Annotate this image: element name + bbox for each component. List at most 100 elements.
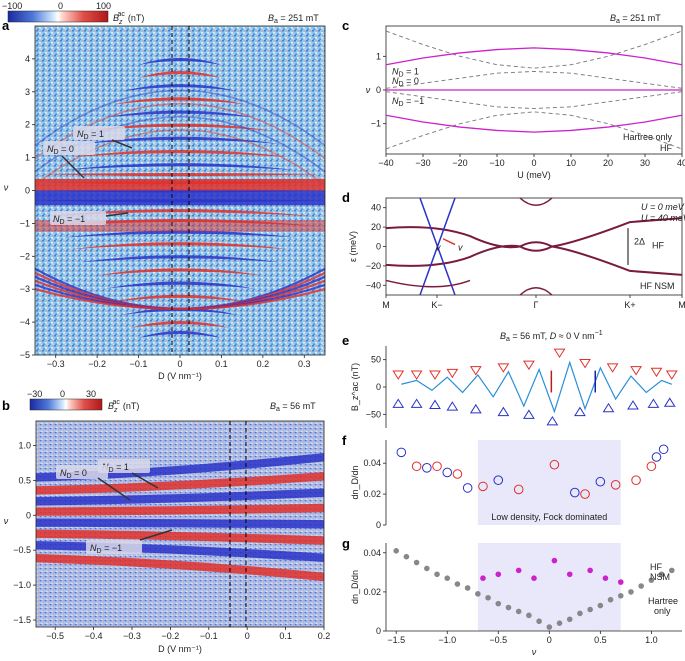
- x-axis-label-a: D (V nm⁻¹): [158, 371, 202, 381]
- point-g-grey: [628, 589, 634, 595]
- point-g-grey: [587, 606, 593, 613]
- y-tick-label-b: 0: [26, 510, 31, 520]
- point-g-grey: [638, 583, 644, 589]
- y-tick-label-d: −40: [366, 280, 381, 290]
- vf-arrow-d: [442, 238, 456, 246]
- y-tick-label-a: −5: [20, 350, 30, 360]
- y-tick-label-a: 3: [25, 87, 30, 97]
- point-g-grey: [577, 610, 583, 617]
- x-tick-label-c: −30: [415, 158, 430, 168]
- y-tick-label-d: 20: [371, 222, 381, 232]
- fan-arc-a-5: [35, 287, 325, 311]
- point-f-red: [631, 475, 641, 485]
- x-tick-label-a: −0.3: [47, 359, 65, 369]
- heatmap-b-frame: [35, 420, 325, 628]
- peak-marker-e: [410, 370, 423, 380]
- point-f-red: [580, 489, 590, 499]
- x-tick-label-d: M: [678, 300, 685, 310]
- colorbar-a: [7, 10, 109, 23]
- gap-label-d: 2Δ: [634, 237, 645, 247]
- y-tick-label-a: 2: [25, 120, 30, 130]
- point-f-red: [452, 469, 463, 479]
- point-g-grey: [597, 602, 604, 609]
- peak-marker-e: [606, 363, 619, 373]
- point-g-magenta: [617, 579, 624, 585]
- annotation-b-nd-minus1: ND = −1: [86, 529, 173, 555]
- point-f-blue: [462, 483, 473, 493]
- dip-marker-e: [647, 398, 660, 408]
- point-f-blue: [422, 463, 432, 473]
- panel-label-c: c: [342, 18, 349, 33]
- y-tick-label-b: −0.5: [13, 545, 31, 555]
- heatmap-b: [36, 421, 324, 627]
- band-a-17: [80, 255, 280, 263]
- x-tick-label-a: −0.2: [88, 359, 106, 369]
- hartree-line-c-cross_up: [385, 71, 683, 89]
- point-f-red: [513, 484, 524, 495]
- band-b-1: [36, 472, 324, 495]
- hartree-line-c-lower: [385, 111, 683, 150]
- band-deep-d: [385, 279, 471, 288]
- y-tick-label-d: 40: [371, 203, 381, 213]
- peak-marker-e: [446, 368, 459, 379]
- band-lower-d: [385, 244, 683, 276]
- panel-label-d: d: [342, 190, 350, 205]
- colorbar-a-mid: 0: [58, 1, 63, 11]
- dip-marker-e: [574, 406, 586, 417]
- x-tick-label-b: −0.3: [123, 631, 141, 641]
- band-a-20: [113, 294, 247, 302]
- x-tick-label-g: −0.5: [489, 635, 507, 645]
- field-label-a: Ba = 251 mT: [268, 13, 319, 25]
- point-g-magenta: [566, 571, 573, 578]
- svg-text:ND = 0: ND = 0: [47, 144, 74, 156]
- y-tick-label-a: 0: [25, 186, 30, 196]
- colorbar-b-min: −30: [27, 389, 42, 399]
- hf-line-c-upper: [385, 47, 683, 66]
- point-f-blue: [595, 476, 606, 487]
- shade-label-f: Low density, Fock dominated: [491, 512, 607, 522]
- point-g-magenta: [587, 567, 593, 574]
- y-axis-label-b: ν: [4, 516, 9, 526]
- band-a-18: [97, 268, 263, 276]
- band-b-3: [36, 503, 324, 516]
- heatmap-a: [35, 26, 325, 355]
- point-g-grey: [393, 548, 400, 554]
- peak-marker-e: [522, 360, 535, 371]
- peak-marker-e: [429, 370, 441, 380]
- point-g-grey: [648, 577, 655, 583]
- x-tick-label-b: −0.2: [162, 631, 180, 641]
- point-g-grey: [475, 591, 481, 597]
- point-f-blue: [396, 447, 407, 458]
- panel-label-f: f: [342, 433, 347, 448]
- x-tick-label-g: 0.5: [594, 635, 607, 645]
- field-label-b: Ba = 56 mT: [270, 401, 316, 413]
- point-g-magenta: [531, 575, 537, 581]
- band-bot-gamma-d: [519, 286, 553, 296]
- x-tick-label-a: 0.3: [298, 359, 311, 369]
- peak-marker-e: [630, 366, 642, 376]
- x-tick-label-a: 0.1: [215, 359, 228, 369]
- colorbar-a-max: 100: [96, 1, 111, 11]
- dip-marker-e: [546, 415, 559, 426]
- y-tick-label-a: −3: [20, 284, 30, 294]
- point-g-grey: [556, 620, 563, 626]
- shade-region-g: [477, 543, 621, 631]
- point-g-grey: [424, 565, 430, 572]
- peak-marker-e: [497, 363, 510, 373]
- legend-hf-c: HF: [660, 143, 672, 153]
- point-g-magenta: [551, 557, 558, 564]
- band-b-7: [36, 554, 324, 582]
- point-g-grey: [536, 618, 542, 625]
- legend-hf-g: HF: [650, 562, 662, 572]
- x-tick-label-c: 40: [677, 158, 685, 168]
- point-g-magenta: [495, 571, 502, 578]
- signal-curve-e: [401, 360, 673, 414]
- band-a-8: [64, 163, 296, 171]
- peak-marker-e: [665, 370, 678, 380]
- point-f-red: [646, 461, 657, 472]
- point-g-grey: [403, 553, 410, 560]
- svg-text:ND = −1: ND = −1: [90, 543, 122, 555]
- point-f-blue: [493, 475, 504, 485]
- cone-d-2: [419, 197, 456, 296]
- x-tick-label-c: 10: [566, 158, 576, 168]
